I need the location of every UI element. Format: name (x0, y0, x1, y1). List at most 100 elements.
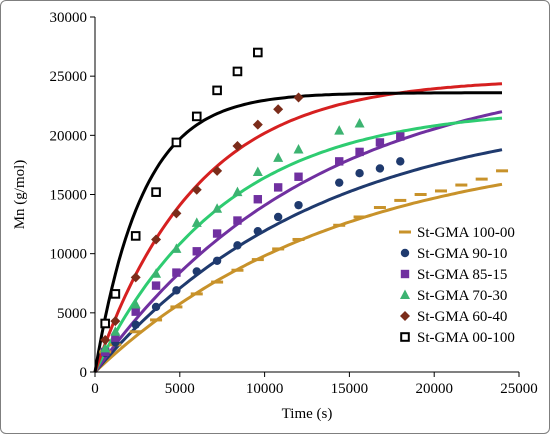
data-point (253, 226, 263, 236)
data-point (354, 118, 365, 128)
legend-marker (400, 311, 410, 321)
data-point (150, 318, 163, 322)
data-point (273, 212, 283, 222)
data-point (496, 169, 509, 173)
data-point (232, 140, 243, 151)
legend-label: St-GMA 00-100 (417, 330, 515, 346)
data-point (414, 193, 427, 196)
data-point (172, 268, 181, 277)
data-point (253, 195, 263, 204)
data-point (211, 280, 224, 284)
data-point (455, 183, 468, 187)
data-point (273, 152, 284, 162)
y-tick-label: 10000 (50, 247, 88, 263)
legend-label: St-GMA 70-30 (417, 288, 507, 304)
fit-line (93, 82, 503, 373)
data-point (130, 299, 141, 309)
data-point (335, 157, 344, 166)
data-point (373, 206, 386, 210)
data-point (111, 333, 120, 342)
data-point (233, 241, 242, 250)
data-point (273, 183, 283, 192)
data-point (171, 208, 182, 219)
data-point (232, 66, 243, 77)
data-point (212, 256, 222, 265)
data-point (475, 177, 488, 181)
fit-line (93, 116, 503, 373)
data-point (192, 247, 201, 256)
legend-marker (399, 230, 411, 234)
y-axis-label: Mn (g/mol) (12, 160, 28, 230)
data-point (253, 47, 263, 58)
legend-marker (400, 289, 410, 299)
x-tick-label: 0 (91, 381, 99, 397)
data-point (396, 132, 405, 141)
data-point (434, 189, 447, 193)
data-point (396, 157, 405, 166)
x-tick-label: 10000 (246, 381, 284, 397)
data-point (172, 286, 181, 295)
legend: St-GMA 100-00 St-GMA 90-10 St-GMA 85-15 St-… (399, 225, 515, 346)
data-point (292, 237, 305, 241)
legend-label: St-GMA 60-40 (417, 309, 507, 325)
data-point (191, 217, 202, 227)
fit-line (93, 148, 503, 373)
y-tick-label: 15000 (50, 188, 88, 204)
data-point (130, 272, 141, 283)
data-point (191, 111, 202, 122)
data-point (252, 119, 263, 130)
data-point (294, 200, 303, 210)
x-ticks: 0 5000 10000 15000 20000 25000 (91, 372, 538, 397)
x-axis-label: Time (s) (282, 406, 333, 422)
data-point (355, 169, 364, 178)
legend-label: St-GMA 85-15 (417, 267, 507, 283)
data-point (100, 335, 111, 346)
data-point (151, 187, 161, 197)
x-tick-label: 5000 (165, 381, 195, 397)
data-point (100, 342, 111, 353)
data-point (151, 268, 162, 278)
y-tick-label: 5000 (57, 306, 87, 322)
data-point (110, 326, 121, 336)
data-point (171, 137, 182, 148)
data-point (273, 104, 284, 115)
data-point (293, 92, 304, 103)
data-point (130, 231, 141, 241)
data-point (231, 268, 244, 272)
legend-marker (400, 332, 410, 342)
data-point (233, 216, 242, 225)
data-point (129, 330, 142, 334)
x-tick-label: 25000 (500, 381, 538, 397)
data-point (355, 147, 364, 157)
data-point (100, 318, 110, 329)
x-tick-label: 20000 (415, 381, 453, 397)
data-point (375, 138, 385, 147)
data-markers (99, 47, 509, 358)
data-point (191, 184, 202, 195)
data-point (252, 166, 263, 177)
legend-label: St-GMA 90-10 (417, 246, 507, 262)
data-point (232, 186, 243, 197)
data-point (212, 229, 222, 238)
x-tick-label: 15000 (331, 381, 369, 397)
data-point (151, 234, 162, 245)
data-point (212, 165, 223, 176)
data-point (251, 258, 264, 262)
legend-marker (400, 248, 410, 258)
y-tick-label: 0 (80, 365, 88, 381)
data-point (333, 223, 346, 227)
y-tick-label: 30000 (50, 10, 88, 26)
y-ticks: 0 5000 10000 15000 20000 25000 30000 (50, 10, 95, 381)
data-point (294, 172, 303, 181)
data-point (171, 243, 182, 253)
data-point (170, 305, 183, 309)
data-point (131, 307, 140, 316)
data-point (192, 267, 201, 276)
data-point (190, 292, 203, 296)
data-point (272, 247, 285, 251)
data-point (334, 125, 345, 135)
data-point (212, 85, 222, 96)
data-point (151, 302, 161, 312)
data-point (335, 178, 344, 187)
